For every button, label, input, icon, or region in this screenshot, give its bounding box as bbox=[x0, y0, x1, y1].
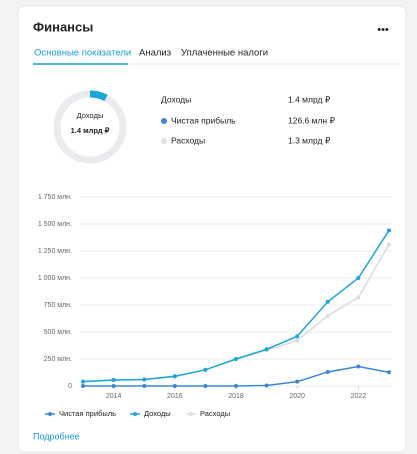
x-tick-label: 2014 bbox=[106, 393, 122, 400]
x-tick-label: 2020 bbox=[289, 393, 305, 400]
summary-dot bbox=[161, 118, 167, 124]
y-tick-label: 1 500 млн. bbox=[38, 221, 72, 228]
summary-label: Чистая прибыль bbox=[171, 115, 236, 125]
data-point bbox=[234, 357, 238, 361]
y-tick-label: 750 млн. bbox=[44, 302, 72, 309]
x-tick-label: 2022 bbox=[351, 393, 367, 400]
y-tick-label: 1 250 млн. bbox=[38, 248, 72, 255]
data-point bbox=[295, 379, 300, 384]
data-point bbox=[203, 367, 208, 372]
data-point bbox=[203, 384, 208, 388]
donut-arc bbox=[89, 90, 108, 102]
y-tick-label: 250 млн. bbox=[44, 356, 72, 363]
tab[interactable]: Анализ bbox=[139, 48, 171, 59]
card bbox=[17, 5, 407, 453]
data-point bbox=[81, 379, 86, 384]
data-point bbox=[264, 383, 269, 388]
x-tick-label: 2016 bbox=[167, 393, 183, 400]
y-tick-label: 1 000 млн. bbox=[38, 275, 72, 282]
data-point bbox=[172, 384, 177, 388]
legend-label: Расходы bbox=[200, 409, 230, 418]
summary-label: Расходы bbox=[171, 135, 205, 145]
data-point bbox=[172, 374, 177, 379]
summary-dot bbox=[161, 138, 167, 144]
tab-active[interactable]: Основные показатели bbox=[34, 48, 131, 59]
data-point bbox=[111, 378, 116, 383]
data-point bbox=[234, 384, 238, 388]
legend-label: Доходы bbox=[144, 409, 171, 418]
y-tick-label: 1 750 млн. bbox=[38, 194, 72, 201]
data-point bbox=[386, 228, 391, 233]
summary-label: Доходы bbox=[161, 94, 191, 104]
donut-label: Доходы bbox=[77, 111, 104, 120]
data-point bbox=[142, 377, 147, 382]
data-point bbox=[325, 299, 330, 304]
data-point bbox=[142, 384, 147, 388]
data-point bbox=[386, 370, 391, 375]
data-point bbox=[264, 347, 269, 352]
donut-value: 1.4 млрд ₽ bbox=[71, 126, 110, 135]
legend-swatch-dot bbox=[48, 412, 52, 416]
more-link[interactable]: Подробнее bbox=[33, 431, 80, 441]
data-point bbox=[356, 276, 361, 280]
data-point bbox=[356, 364, 361, 369]
tab[interactable]: Уплаченные налоги bbox=[181, 48, 268, 59]
data-point bbox=[325, 313, 330, 318]
summary-value: 126.6 млн ₽ bbox=[288, 115, 335, 125]
summary-value: 1.3 млрд ₽ bbox=[288, 135, 331, 145]
data-point bbox=[295, 334, 300, 339]
data-point bbox=[356, 295, 361, 300]
x-tick-label: 2018 bbox=[228, 393, 244, 400]
data-point bbox=[111, 384, 116, 388]
data-point bbox=[295, 338, 300, 343]
data-point bbox=[386, 242, 391, 247]
y-tick-label: 500 млн. bbox=[44, 329, 72, 336]
legend-swatch-dot bbox=[189, 412, 193, 416]
data-point bbox=[325, 369, 330, 374]
legend-label: Чистая прибыль bbox=[59, 409, 116, 418]
card-title: Финансы bbox=[33, 19, 93, 34]
summary-value: 1.4 млрд ₽ bbox=[288, 94, 331, 104]
y-tick-label: 0 bbox=[68, 383, 72, 390]
legend-swatch-dot bbox=[133, 412, 137, 416]
menu-button[interactable]: ••• bbox=[377, 24, 389, 36]
data-point bbox=[81, 384, 86, 388]
